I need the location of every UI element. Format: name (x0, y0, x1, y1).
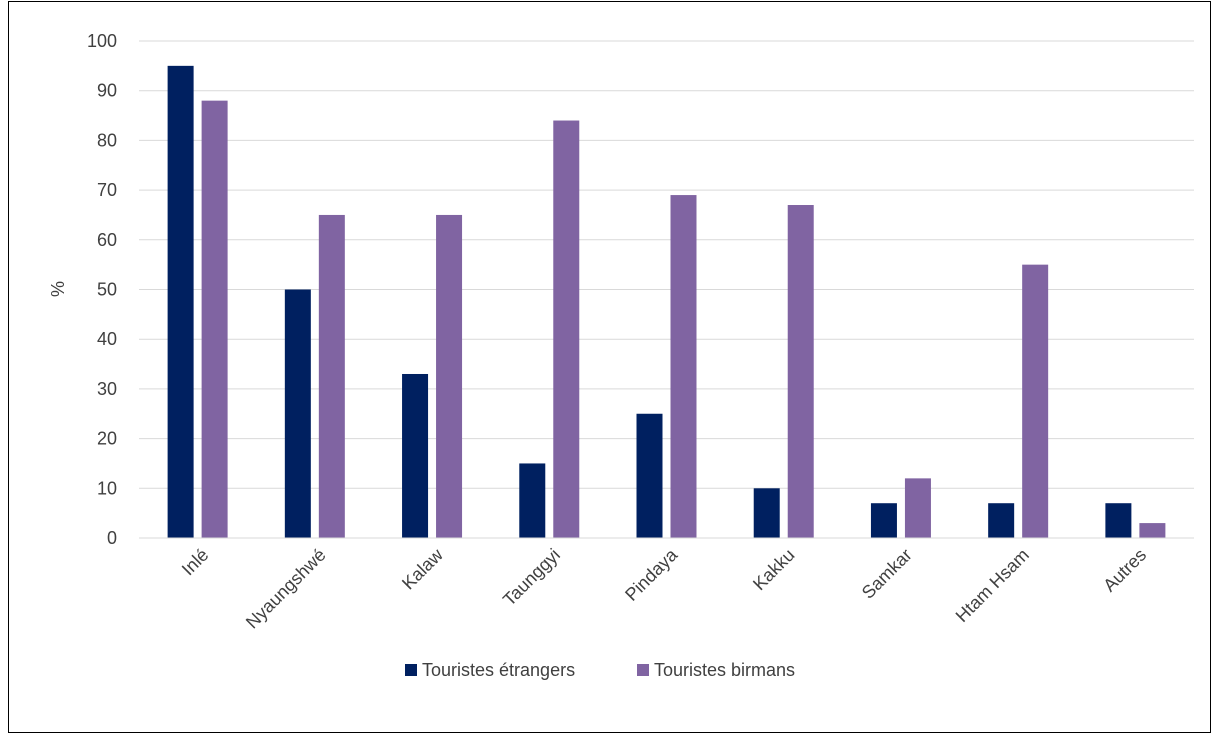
bar-burmese-tourists (318, 214, 345, 538)
y-tick-label: 70 (97, 180, 117, 200)
bar-burmese-tourists (1139, 523, 1166, 538)
category-label: Autres (1099, 545, 1150, 596)
bar-burmese-tourists (904, 478, 931, 538)
y-tick-label: 50 (97, 280, 117, 300)
category-labels: Inlé Nyaungshwé Kalaw Taunggyi Pindaya Kakku S… (178, 544, 1150, 632)
legend-label-burmese: Touristes birmans (654, 660, 795, 680)
legend: Touristes étrangers Touristes birmans (405, 660, 795, 680)
y-tick-label: 80 (97, 130, 117, 150)
category-label: Kalaw (398, 544, 448, 594)
legend-label-foreign: Touristes étrangers (422, 660, 575, 680)
bar-foreign-tourists (167, 65, 194, 538)
y-tick-label: 100 (87, 31, 117, 51)
bar-foreign-tourists (753, 488, 780, 538)
y-tick-label: 40 (97, 329, 117, 349)
bar-foreign-tourists (284, 289, 311, 538)
category-label: Pindaya (621, 544, 682, 605)
bar-foreign-tourists (1105, 503, 1132, 538)
bar-foreign-tourists (636, 413, 663, 538)
bars (167, 65, 1166, 539)
bar-foreign-tourists (870, 503, 897, 538)
y-tick-label: 90 (97, 81, 117, 101)
bar-foreign-tourists (519, 463, 546, 538)
legend-swatch-burmese (637, 664, 649, 676)
bar-burmese-tourists (201, 100, 228, 538)
bar-burmese-tourists (1022, 264, 1049, 538)
legend-swatch-foreign (405, 664, 417, 676)
y-axis-label: % (48, 281, 68, 297)
y-axis-ticks: 0 10 20 30 40 50 60 70 80 90 100 (87, 31, 117, 548)
y-tick-label: 30 (97, 379, 117, 399)
bar-burmese-tourists (553, 120, 580, 539)
category-label: Samkar (858, 545, 916, 603)
bar-foreign-tourists (988, 503, 1015, 538)
category-label: Taunggyi (499, 545, 564, 610)
category-label: Kakku (749, 545, 799, 595)
bar-burmese-tourists (787, 205, 814, 538)
bar-burmese-tourists (670, 195, 697, 538)
category-label: Htam Hsam (952, 545, 1033, 626)
bar-foreign-tourists (402, 373, 429, 538)
y-tick-label: 60 (97, 230, 117, 250)
bar-burmese-tourists (436, 214, 463, 538)
category-label: Inlé (178, 545, 213, 580)
y-tick-label: 0 (107, 528, 117, 548)
category-label: Nyaungshwé (242, 545, 330, 633)
y-tick-label: 20 (97, 429, 117, 449)
y-tick-label: 10 (97, 478, 117, 498)
